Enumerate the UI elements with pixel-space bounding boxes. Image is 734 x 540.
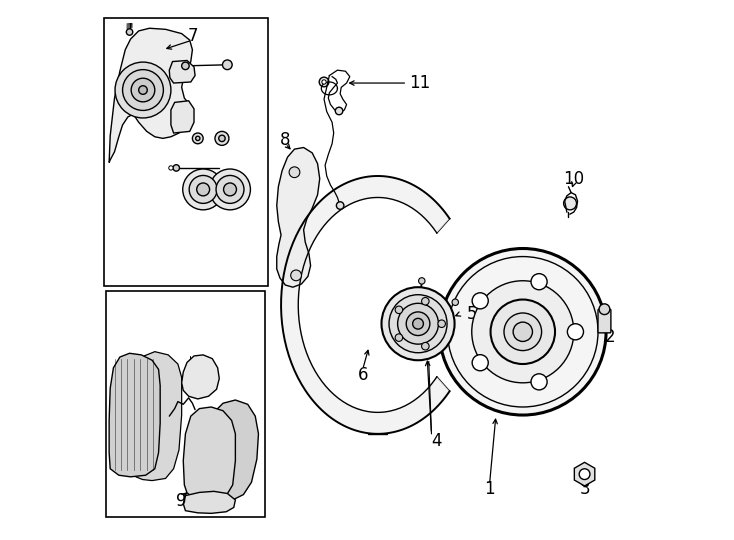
Circle shape [472, 281, 574, 383]
Circle shape [440, 248, 606, 415]
Circle shape [564, 197, 576, 210]
Circle shape [183, 169, 224, 210]
Circle shape [490, 300, 555, 364]
Polygon shape [207, 400, 258, 500]
Circle shape [513, 322, 532, 341]
Circle shape [139, 86, 148, 94]
Circle shape [395, 334, 403, 341]
Circle shape [452, 299, 459, 306]
Text: 4: 4 [432, 432, 442, 450]
Text: 2: 2 [605, 328, 615, 346]
Text: 8: 8 [280, 131, 291, 149]
Circle shape [322, 80, 326, 84]
Circle shape [289, 167, 300, 178]
Text: 5: 5 [467, 305, 477, 323]
Circle shape [216, 176, 244, 204]
Circle shape [126, 29, 133, 35]
Circle shape [398, 303, 438, 344]
Circle shape [192, 133, 203, 144]
Circle shape [210, 169, 250, 210]
Circle shape [567, 323, 584, 340]
Circle shape [389, 295, 447, 353]
Text: 3: 3 [579, 480, 590, 498]
Circle shape [291, 270, 302, 281]
Circle shape [421, 342, 429, 350]
Circle shape [599, 304, 610, 315]
Text: 11: 11 [409, 74, 430, 92]
Circle shape [504, 313, 542, 350]
Polygon shape [277, 147, 320, 287]
Circle shape [335, 107, 343, 114]
Circle shape [215, 131, 229, 145]
Polygon shape [131, 352, 181, 481]
Text: 1: 1 [484, 480, 495, 498]
Circle shape [224, 183, 236, 196]
Circle shape [181, 62, 189, 70]
Circle shape [336, 202, 344, 210]
FancyBboxPatch shape [106, 292, 265, 517]
Circle shape [169, 166, 173, 170]
Polygon shape [181, 355, 219, 399]
Circle shape [472, 355, 488, 371]
Polygon shape [109, 353, 160, 477]
Text: 9: 9 [176, 492, 187, 510]
FancyBboxPatch shape [598, 309, 611, 333]
Circle shape [123, 70, 164, 111]
Circle shape [531, 274, 547, 290]
Circle shape [395, 306, 403, 314]
Text: 10: 10 [563, 170, 584, 188]
Circle shape [531, 374, 547, 390]
Circle shape [173, 165, 180, 171]
Circle shape [115, 62, 171, 118]
Circle shape [413, 319, 424, 329]
Circle shape [196, 136, 200, 140]
Circle shape [438, 320, 446, 327]
Circle shape [579, 469, 590, 480]
Circle shape [189, 176, 217, 204]
Circle shape [222, 60, 232, 70]
Circle shape [219, 135, 225, 141]
Polygon shape [574, 462, 595, 486]
Circle shape [406, 312, 430, 335]
FancyBboxPatch shape [103, 17, 268, 286]
Circle shape [382, 287, 454, 360]
Circle shape [197, 183, 210, 196]
Polygon shape [184, 407, 236, 500]
Circle shape [448, 256, 598, 407]
Polygon shape [109, 28, 192, 163]
Circle shape [319, 77, 329, 87]
Circle shape [418, 278, 425, 284]
Polygon shape [171, 101, 194, 133]
Text: 7: 7 [187, 28, 197, 45]
Text: 6: 6 [357, 366, 368, 384]
Polygon shape [281, 176, 450, 434]
Circle shape [421, 298, 429, 305]
Polygon shape [184, 491, 236, 514]
Polygon shape [170, 60, 195, 83]
Circle shape [472, 293, 488, 309]
Circle shape [131, 78, 155, 102]
